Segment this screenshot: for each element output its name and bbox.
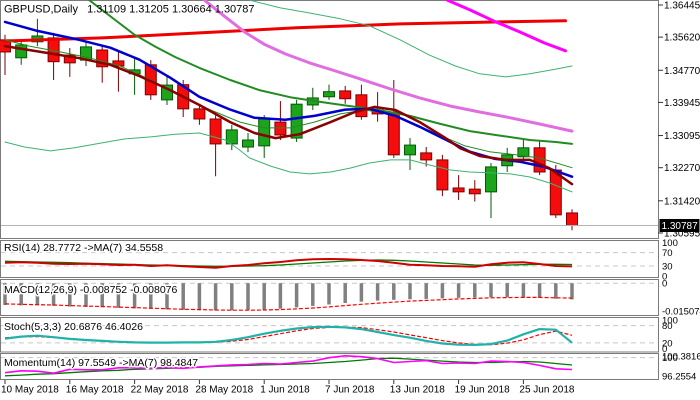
date-axis-label: 25 Jun 2018 xyxy=(519,385,574,396)
candle-body xyxy=(566,212,578,226)
candle-body xyxy=(96,49,109,68)
candle xyxy=(63,48,76,77)
stoch-panel-frame xyxy=(0,317,659,353)
macd-signal-line xyxy=(4,296,573,311)
price-axis-label: 1.31420 xyxy=(664,196,700,207)
price-axis-label: 1.35620 xyxy=(664,33,700,44)
candle xyxy=(404,138,416,171)
price-axis-label: 1.36445 xyxy=(664,0,700,11)
candle-body xyxy=(242,139,254,148)
candle-body xyxy=(323,91,335,98)
macd-scale-label: 0 xyxy=(662,279,667,290)
price-axis-label: 1.33095 xyxy=(664,131,700,142)
rsi-line xyxy=(4,258,573,269)
candle-body xyxy=(517,147,530,158)
ma-green-medium-line xyxy=(88,0,573,145)
candle-body xyxy=(355,94,368,118)
candle-body xyxy=(404,144,416,156)
macd-panel: 0 -0.015074 xyxy=(0,279,700,318)
date-axis-label: 28 May 2018 xyxy=(195,385,253,396)
band-lower-line xyxy=(4,132,573,193)
date-axis-label: 1 Jun 2018 xyxy=(260,385,310,396)
date-axis-label: 13 Jun 2018 xyxy=(390,385,445,396)
macd-panel-label: MACD(12,26,9) -0.008752 -0.008076 xyxy=(4,284,178,296)
momentum-panel-label: Momentum(14) 97.5549 ->MA(7) 98.4847 xyxy=(4,357,198,369)
momentum-scale-label: 100.3816 xyxy=(662,351,700,362)
candle xyxy=(339,85,352,104)
candle-body xyxy=(274,121,287,136)
candle xyxy=(355,84,368,120)
current-price-tag xyxy=(659,218,700,232)
candle-body xyxy=(258,118,271,147)
rsi-scale-label: 30 xyxy=(662,262,673,273)
macd-scale-label: -0.015074 xyxy=(662,307,700,318)
candle-body xyxy=(452,187,465,193)
date-axis-label: 10 May 2018 xyxy=(1,385,59,396)
candle-body xyxy=(468,188,481,195)
rsi-panel-label: RSI(14) 28.7772 ->MA(7) 34.5558 xyxy=(4,242,163,254)
date-axis-label: 22 May 2018 xyxy=(131,385,189,396)
candle xyxy=(452,175,465,201)
candle-body xyxy=(533,147,546,173)
price-axis-label: 1.32270 xyxy=(664,163,700,174)
candle-body xyxy=(15,44,28,59)
price-axis: 1.36445 1.35620 1.34770 1.33945 1.33095 1.322… xyxy=(658,0,700,239)
candle xyxy=(517,140,530,162)
rsi-scale-label: 100 xyxy=(662,238,678,249)
candle xyxy=(436,154,449,197)
price-axis-label: 1.33945 xyxy=(664,98,700,109)
candle-body xyxy=(63,54,76,64)
date-axis: 10 May 2018 16 May 2018 22 May 2018 28 May … xyxy=(1,380,575,396)
candle-body xyxy=(485,166,497,193)
chart-title: GBPUSD,Daily 1.31109 1.31205 1.30664 1.3… xyxy=(4,4,255,16)
current-price-value: 1.30787 xyxy=(662,221,699,232)
candle xyxy=(209,115,222,177)
candle-body xyxy=(339,90,352,100)
momentum-scale-label: 100 xyxy=(662,353,678,364)
candle-body xyxy=(290,103,303,139)
date-axis-label: 16 May 2018 xyxy=(66,385,124,396)
candle-body xyxy=(436,159,449,191)
candle xyxy=(468,180,481,202)
ma-green-thin-line xyxy=(4,39,573,169)
candle xyxy=(242,133,254,153)
candle xyxy=(420,147,433,167)
candle-body xyxy=(209,118,222,145)
price-axis-label: 1.30595 xyxy=(664,228,700,239)
candle xyxy=(193,104,206,125)
ma-magenta-line xyxy=(445,0,567,53)
band-upper-line xyxy=(249,0,573,78)
stoch-panel-label: Stoch(5,3,3) 20.6876 46.4026 xyxy=(4,321,143,333)
price-axis-label: 1.34770 xyxy=(664,66,700,77)
momentum-scale-label: 96.2554 xyxy=(662,371,696,382)
sma-200-red-line xyxy=(3,19,567,43)
date-axis-label: 7 Jun 2018 xyxy=(325,385,375,396)
candle xyxy=(485,163,497,218)
stoch-scale-label: 100 xyxy=(662,315,678,326)
ma-violet-line xyxy=(202,0,574,133)
stoch-scale-label: 20 xyxy=(662,338,673,349)
ma-maroon-line xyxy=(3,44,574,186)
date-axis-label: 19 Jun 2018 xyxy=(455,385,510,396)
rsi-scale-label: 70 xyxy=(662,248,673,259)
stoch-k-line xyxy=(4,325,573,346)
momentum-line xyxy=(4,354,573,375)
stoch-scale-label: 80 xyxy=(662,321,673,332)
stoch-scale-label: 0 xyxy=(662,344,667,355)
candle-body xyxy=(420,152,433,161)
rsi-scale-label: 0 xyxy=(662,272,667,283)
candle xyxy=(323,84,335,100)
candle-body xyxy=(387,111,400,156)
main-price-panel xyxy=(0,0,659,239)
candle-body xyxy=(193,108,206,120)
